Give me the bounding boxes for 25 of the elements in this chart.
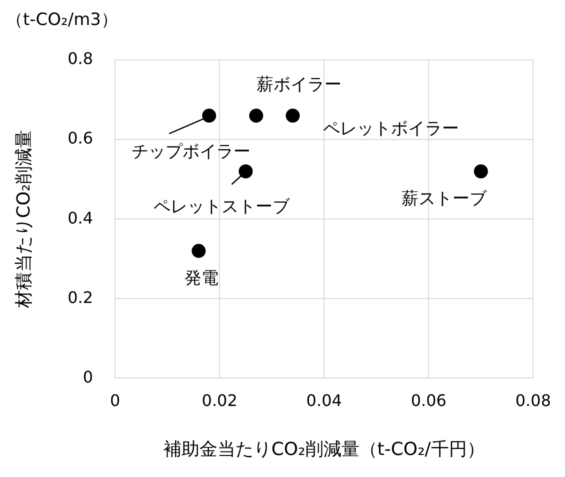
annotation: 薪ストーブ bbox=[401, 188, 488, 209]
y-tick-label: 0.8 bbox=[68, 49, 94, 68]
y-tick-label: 0.4 bbox=[68, 208, 94, 228]
point bbox=[286, 108, 300, 123]
x-tick-label: 0.04 bbox=[306, 390, 342, 410]
annotation: チップボイラー bbox=[132, 142, 251, 162]
x-tick-label: 0.08 bbox=[515, 390, 551, 410]
annotation: 発電 bbox=[184, 268, 219, 288]
x-tick-label: 0.02 bbox=[202, 390, 238, 410]
y-tick-label: 0.6 bbox=[68, 128, 94, 148]
x-axis-title: 補助金当たりCO₂削減量（t-CO₂/千円） bbox=[163, 438, 485, 460]
x-tick-label: 0.06 bbox=[410, 390, 446, 410]
x-tick-label: 0 bbox=[110, 390, 120, 410]
point bbox=[238, 164, 253, 178]
annotation: 薪ボイラー bbox=[256, 75, 342, 96]
point bbox=[474, 164, 488, 178]
y-tick-label: 0.2 bbox=[68, 288, 94, 307]
annotation: ペレットボイラー bbox=[322, 119, 459, 140]
y-axis-title: 材積当たりCO₂削減量 bbox=[13, 130, 34, 310]
chart-subtitle: （t-CO₂/m3） bbox=[6, 9, 118, 31]
y-tick-label: 0 bbox=[82, 367, 94, 386]
point bbox=[202, 108, 216, 123]
point bbox=[249, 108, 264, 123]
point bbox=[192, 244, 206, 258]
annotation: ペレットストーブ bbox=[154, 196, 291, 217]
